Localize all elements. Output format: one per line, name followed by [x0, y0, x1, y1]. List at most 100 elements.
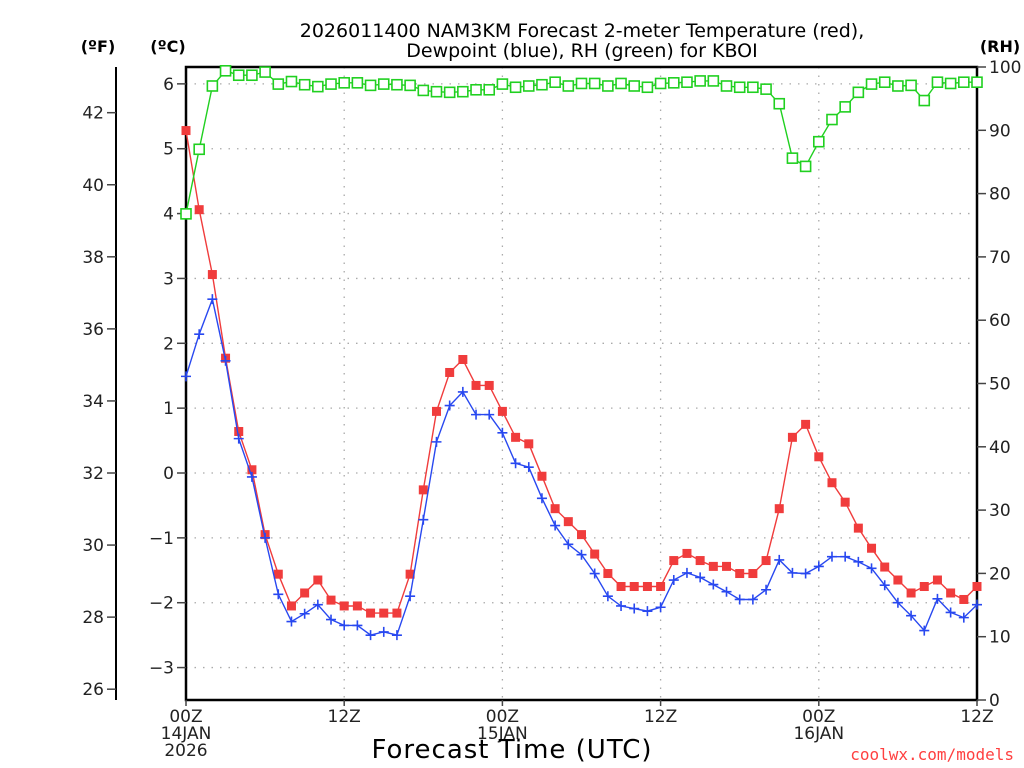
fahrenheit-tick-label: 38: [82, 248, 104, 268]
dewpoint-point: [273, 589, 284, 600]
dewpoint-point: [220, 355, 231, 366]
dewpoint-point: [958, 612, 969, 623]
fahrenheit-unit-label: (ºF): [81, 37, 116, 56]
rh-point: [786, 152, 799, 164]
temperature-point: [682, 548, 692, 558]
dewpoint-point: [563, 539, 574, 550]
rh-point: [812, 135, 825, 148]
temperature-point: [497, 406, 507, 416]
temperature-point: [313, 575, 323, 585]
dewpoint-point: [721, 586, 732, 597]
dewpoint-point: [550, 520, 561, 531]
series-temperature: [181, 126, 982, 618]
rh-point: [918, 94, 931, 107]
celsius-tick-label: 6: [163, 75, 174, 95]
temperature-point: [656, 582, 666, 592]
rh-point: [536, 78, 548, 91]
rh-tick-label: 30: [989, 501, 1011, 521]
celsius-unit-label: (ºC): [150, 37, 185, 56]
rh-point: [799, 160, 812, 173]
temperature-point: [458, 355, 468, 365]
rh-point: [312, 80, 324, 93]
rh-point: [549, 76, 561, 88]
rh-point: [720, 80, 733, 92]
dewpoint-point: [418, 514, 429, 525]
x-tick-label: 00Z: [486, 707, 519, 727]
temperature-point: [932, 575, 942, 585]
x-tick-label: 16JAN: [793, 724, 844, 744]
dewpoint-point: [484, 409, 495, 420]
temperature-point: [695, 556, 705, 566]
dewpoint-point: [655, 602, 666, 613]
credit-label: coolwx.com/models: [850, 745, 1014, 764]
dewpoint-point: [919, 625, 930, 636]
temperature-point: [537, 471, 547, 481]
celsius-tick-label: 5: [163, 140, 174, 160]
title-line-1: 2026011400 NAM3KM Forecast 2-meter Tempe…: [300, 20, 864, 42]
rh-tick-label: 100: [989, 58, 1021, 78]
fahrenheit-tick-label: 32: [82, 464, 104, 484]
rh-unit-label: (RH): [980, 37, 1020, 56]
dewpoint-point: [181, 371, 191, 382]
celsius-tick-label: 2: [163, 334, 174, 354]
rh-point: [351, 77, 364, 89]
dewpoint-point: [668, 575, 679, 586]
temperature-point: [471, 380, 481, 390]
rh-tick-label: 80: [989, 185, 1011, 205]
rh-point: [760, 83, 772, 95]
dewpoint-point: [972, 599, 982, 610]
fahrenheit-tick-label: 30: [82, 536, 104, 556]
rh-tick-label: 20: [989, 564, 1011, 584]
dewpoint-point: [391, 630, 402, 641]
rh-point: [206, 80, 219, 92]
rh-point: [417, 84, 430, 97]
fahrenheit-tick-label: 42: [82, 104, 104, 124]
dewpoint-point: [681, 567, 692, 578]
temperature-point: [577, 530, 586, 540]
temperature-point: [247, 465, 257, 475]
x-tick-label: 2026: [164, 741, 207, 761]
temperature-point: [286, 601, 296, 611]
rh-point: [615, 77, 627, 90]
rh-tick-label: 0: [989, 691, 1000, 711]
rh-point: [377, 78, 390, 90]
fahrenheit-tick-label: 26: [82, 680, 104, 700]
fahrenheit-tick-label: 40: [82, 176, 104, 196]
axes: −3−2−10123456262830323436384042010203040…: [82, 58, 1021, 761]
rh-point: [641, 81, 654, 94]
temperature-point: [563, 517, 573, 527]
temperature-point: [326, 595, 336, 605]
temperature-line: [185, 130, 978, 614]
grid-lines: [186, 67, 977, 700]
rh-point: [681, 76, 693, 88]
rh-point: [443, 86, 456, 99]
rh-point: [522, 80, 535, 92]
temperature-point: [827, 478, 837, 488]
rh-point: [865, 78, 878, 90]
rh-point: [430, 85, 443, 98]
temperature-point: [207, 270, 217, 280]
temperature-point: [946, 588, 956, 598]
dewpoint-point: [233, 433, 244, 444]
temperature-point: [524, 439, 534, 449]
rh-point: [232, 69, 245, 82]
dewpoint-point: [444, 400, 455, 411]
temperature-point: [603, 569, 613, 579]
rh-point: [180, 208, 192, 220]
x-tick-label: 15JAN: [477, 724, 528, 744]
dewpoint-point: [774, 554, 785, 565]
temperature-point: [181, 126, 191, 136]
temperature-point: [431, 406, 441, 416]
dewpoint-point: [260, 532, 271, 543]
dewpoint-point: [194, 329, 205, 340]
temperature-point: [853, 523, 863, 533]
rh-tick-label: 60: [989, 311, 1011, 331]
rh-point: [773, 97, 786, 110]
dewpoint-point: [352, 620, 363, 631]
rh-tick-label: 70: [989, 248, 1011, 268]
rh-point: [364, 79, 377, 92]
dewpoint-point: [602, 591, 613, 602]
x-tick-label: 00Z: [802, 707, 835, 727]
rh-point: [470, 83, 482, 96]
chart-title: 2026011400 NAM3KM Forecast 2-meter Tempe…: [300, 20, 864, 62]
